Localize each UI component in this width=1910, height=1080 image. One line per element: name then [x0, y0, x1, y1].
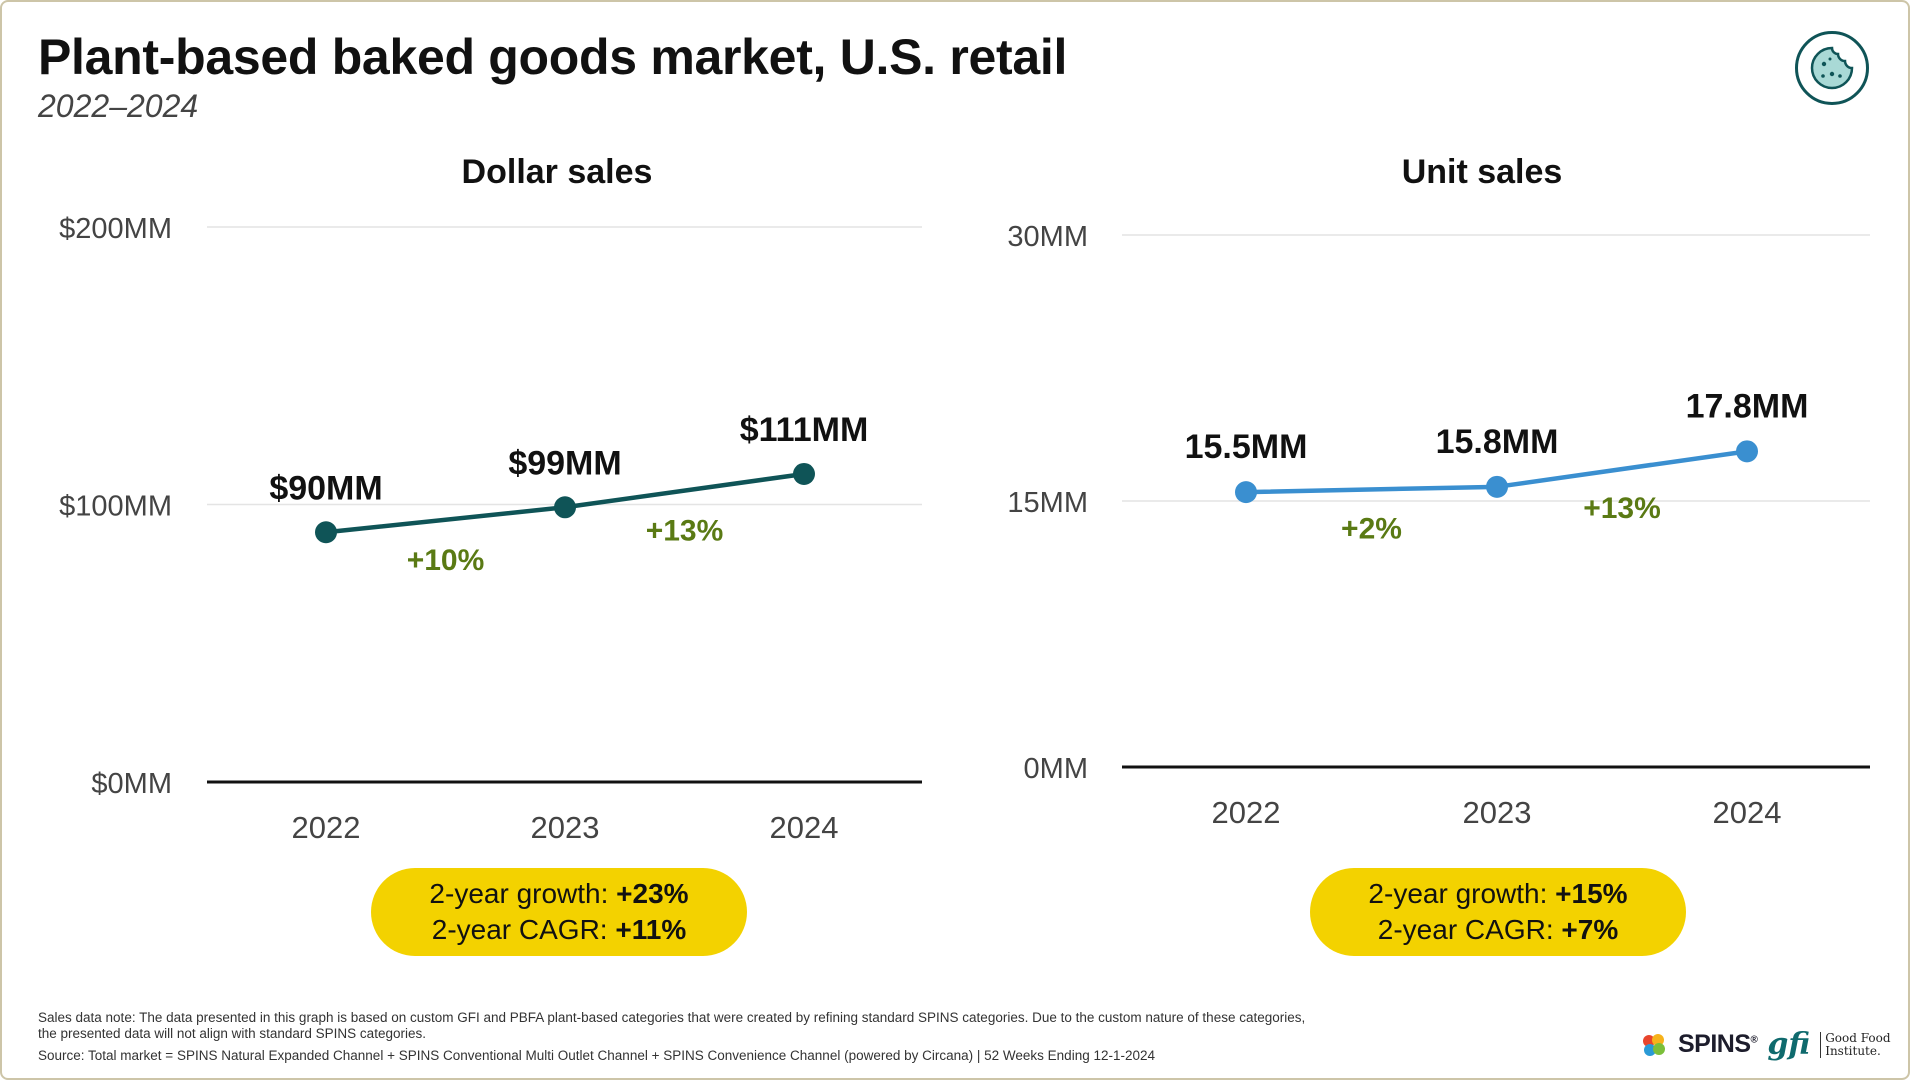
unit-growth-label: +2%: [1341, 512, 1402, 545]
dollar-growth-line: 2-year growth: +23%: [429, 876, 688, 912]
unit-growth-label: +13%: [1583, 492, 1661, 525]
unit-cagr-value: +7%: [1561, 914, 1619, 945]
unit-y-tick-label: 30MM: [1007, 221, 1088, 253]
gfi-logo-text: gfi: [1767, 1027, 1811, 1062]
unit-y-tick-label: 15MM: [1007, 487, 1088, 519]
dollar-y-tick-label: $0MM: [91, 768, 172, 800]
unit-data-point: [1235, 481, 1257, 504]
unit-value-label: 17.8MM: [1686, 387, 1809, 425]
spins-logo-text: SPINS®: [1678, 1030, 1758, 1058]
dollar-x-tick-label: 2022: [292, 810, 361, 845]
dollar-value-label: $111MM: [740, 411, 869, 449]
unit-chart-title: Unit sales: [1402, 153, 1563, 191]
unit-growth-label: 2-year growth:: [1368, 878, 1556, 909]
cookie-badge: [1795, 31, 1869, 105]
gfi-logo-name: Good Food Institute.: [1820, 1031, 1891, 1058]
dollar-growth-label: 2-year growth:: [429, 878, 617, 909]
dollar-cagr-label: 2-year CAGR:: [431, 914, 616, 945]
dollar-y-tick-label: $100MM: [59, 491, 172, 523]
page-title: Plant-based baked goods market, U.S. ret…: [38, 29, 1068, 85]
unit-x-tick-label: 2022: [1212, 795, 1281, 830]
unit-value-label: 15.8MM: [1436, 423, 1559, 461]
dollar-value-label: $90MM: [269, 469, 382, 507]
page-subtitle: 2022–2024: [38, 88, 199, 124]
unit-growth-line: 2-year growth: +15%: [1368, 876, 1627, 912]
unit-summary-pill: 2-year growth: +15% 2-year CAGR: +7%: [1310, 868, 1686, 956]
dollar-data-point: [554, 496, 576, 519]
spins-logo-icon: [1643, 1033, 1665, 1056]
dollar-value-label: $99MM: [508, 444, 621, 482]
data-note-line2: the presented data will not align with s…: [38, 1026, 426, 1041]
unit-x-tick-label: 2023: [1463, 795, 1532, 830]
footnotes: Sales data note: The data presented in t…: [38, 1010, 1438, 1064]
unit-value-label: 15.5MM: [1185, 428, 1308, 466]
unit-data-point: [1486, 475, 1508, 498]
unit-data-point: [1736, 440, 1758, 463]
dollar-data-point: [793, 462, 815, 485]
dollar-growth-value: +23%: [616, 878, 689, 909]
dollar-x-tick-label: 2024: [770, 810, 839, 845]
unit-cagr-label: 2-year CAGR:: [1377, 914, 1562, 945]
cookie-icon: [1810, 46, 1854, 90]
unit-y-tick-label: 0MM: [1024, 753, 1088, 785]
source-note: Source: Total market = SPINS Natural Exp…: [38, 1048, 1156, 1063]
unit-growth-value: +15%: [1555, 878, 1628, 909]
dollar-cagr-value: +11%: [615, 914, 687, 945]
unit-cagr-line: 2-year CAGR: +7%: [1378, 912, 1618, 948]
partner-logos: SPINS® gfi Good Food Institute.: [1640, 1027, 1891, 1062]
dollar-cagr-line: 2-year CAGR: +11%: [432, 912, 686, 948]
unit-x-tick-label: 2024: [1713, 795, 1782, 830]
dollar-x-tick-label: 2023: [531, 810, 600, 845]
dollar-chart-title: Dollar sales: [462, 153, 653, 191]
dollar-summary-pill: 2-year growth: +23% 2-year CAGR: +11%: [371, 868, 747, 956]
dollar-data-point: [315, 521, 337, 544]
dollar-growth-label: +10%: [407, 544, 485, 577]
dollar-growth-label: +13%: [646, 515, 724, 548]
data-note-line1: Sales data note: The data presented in t…: [38, 1010, 1306, 1025]
dollar-y-tick-label: $200MM: [59, 213, 172, 245]
